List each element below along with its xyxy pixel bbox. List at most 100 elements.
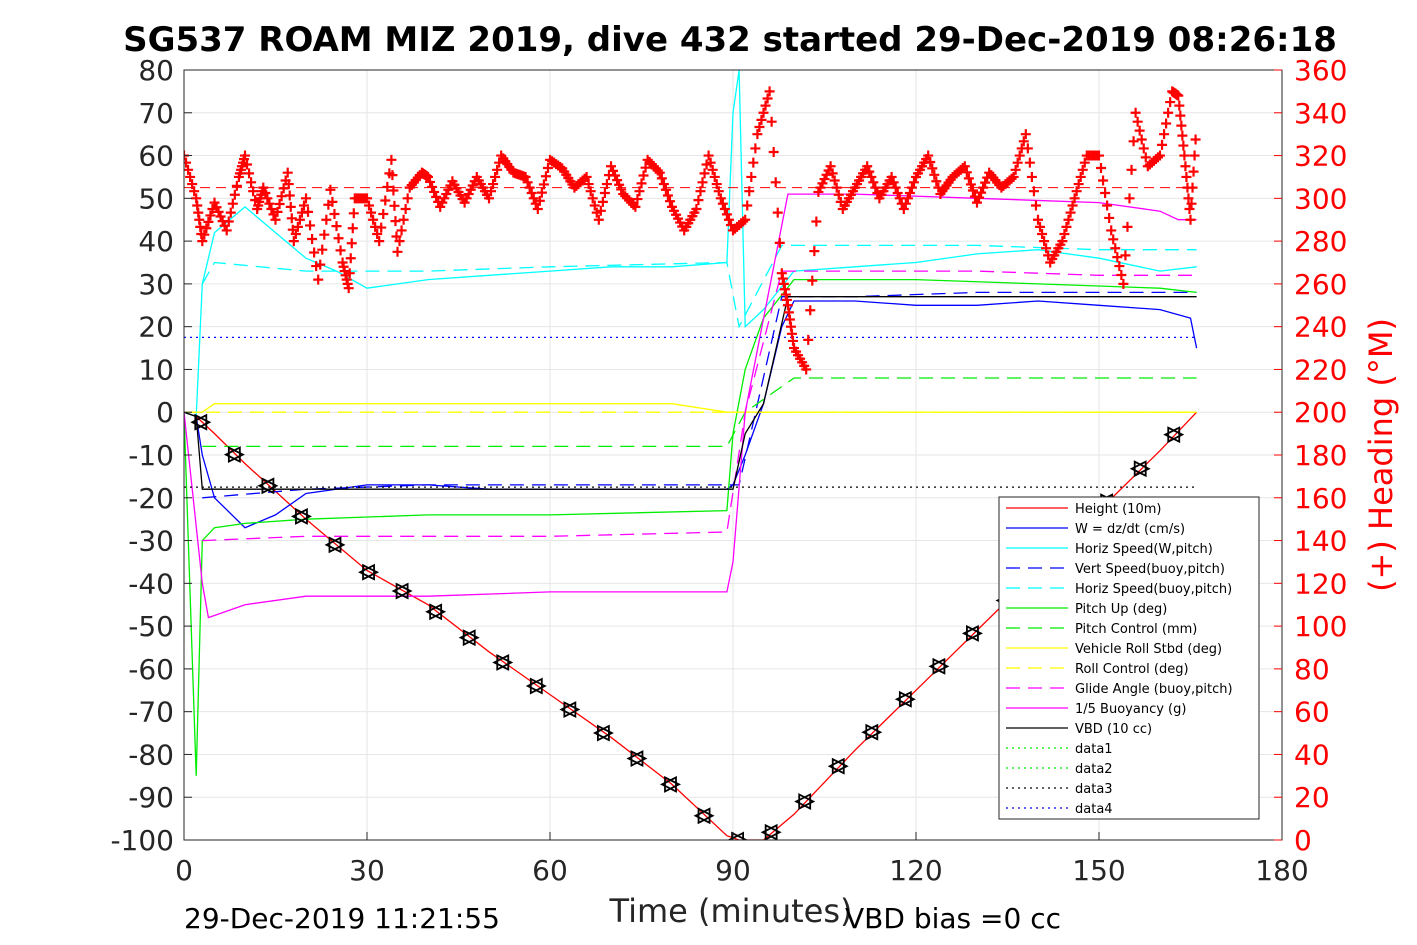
heading-point [1190,134,1201,145]
heading-point [427,181,438,192]
legend-label: Pitch Up (deg) [1075,602,1167,617]
heading-point [540,171,551,182]
heading-point [248,186,259,197]
heading-point [1071,186,1082,197]
heading-point [1100,187,1111,198]
heading-point [1030,200,1041,211]
heading-point [258,182,269,193]
heading-point [288,236,299,247]
marker-left-triangle [928,657,946,675]
heading-point [362,193,372,204]
heading-point [772,207,783,218]
heading-point [707,164,718,175]
marker-right-triangle [563,701,581,718]
heading-point [394,236,405,247]
legend: Height (10m) W = dz/dt (cm/s) Horiz Speed(… [998,496,1260,820]
marker-left-triangle [794,793,812,810]
marker-right-triangle [362,563,380,581]
tick-label-left: -40 [128,567,174,600]
heading-point [756,114,767,125]
x-axis: 0 30 60 90 120 150 180 [175,832,1309,887]
heading-point [490,171,501,182]
heading-point [890,182,901,193]
legend-label: Vehicle Roll Stbd (deg) [1075,642,1222,657]
heading-point [211,202,222,213]
tick-label-left: -50 [128,610,174,643]
tick-label-left: 40 [138,225,174,258]
heading-point [382,181,393,192]
heading-point [583,179,594,190]
heading-point [1012,157,1023,168]
heading-point [862,161,873,172]
heading-point [664,196,675,207]
tick-label-left: -100 [110,824,174,857]
heading-point [972,197,982,208]
heading-point [660,184,671,195]
tick-label-x: 150 [1072,854,1125,887]
heading-point [274,199,285,210]
heading-point [868,177,879,188]
heading-point [522,177,533,188]
heading-point [542,163,553,174]
marker-left-triangle [760,823,778,840]
legend-label: data1 [1075,742,1113,757]
legend-label: Pitch Control (mm) [1075,622,1197,637]
heading-point [693,195,704,206]
tick-label-right: 340 [1294,97,1347,130]
heading-point [770,177,781,188]
heading-point [283,179,294,190]
heading-point [965,179,976,190]
heading-point [640,162,651,173]
heading-point [327,196,338,207]
heading-layer [184,86,1201,375]
heading-point [240,150,250,161]
legend-label: Horiz Speed(W,pitch) [1075,542,1213,557]
heading-point [892,187,903,198]
y-axis-left: 80 70 60 50 40 30 20 10 0 -10 -20 -30 -40 -50 -60 -70 -8… [110,54,192,857]
marker-left-triangle [894,690,912,708]
heading-point [1039,236,1050,247]
heading-point [1067,200,1078,211]
series-line-10 [184,193,1197,619]
series-line-4 [201,244,1197,329]
heading-point [961,167,972,178]
heading-point [1181,171,1192,182]
legend-label: data3 [1075,782,1113,797]
heading-point [1061,221,1072,232]
heading-point [870,182,881,193]
marker-right-triangle [697,807,715,825]
heading-point [229,189,240,200]
heading-point [1024,157,1035,168]
heading-point [1110,243,1121,254]
marker-right-triangle [261,477,279,495]
heading-point [347,223,358,234]
heading-point [1165,97,1176,108]
heading-point [1028,186,1039,197]
heading-point [301,193,311,204]
heading-point [900,198,911,209]
heading-point [260,187,271,198]
heading-point [1173,90,1184,101]
heading-point [386,154,397,165]
y-axis-right: 3603403203002802602402202001801601401201… [1274,54,1347,857]
marker-left-triangle [592,724,610,742]
marker-left-triangle [693,807,711,825]
heading-point [597,196,608,207]
legend-label: VBD (10 cc) [1075,722,1152,737]
heading-point [719,204,730,215]
heading-point [1022,143,1033,154]
heading-point [888,177,899,188]
marker-left-triangle [425,603,443,621]
tick-label-left: 70 [138,97,174,130]
heading-point [532,204,543,215]
heading-point [290,228,301,239]
heading-point [825,161,836,172]
heading-point [262,193,273,204]
heading-point [526,187,537,198]
heading-point [205,210,216,221]
tick-label-left: 30 [138,268,174,301]
heading-point [1177,130,1188,141]
heading-point [315,259,326,270]
heading-point [348,208,359,219]
heading-point [1018,136,1029,147]
